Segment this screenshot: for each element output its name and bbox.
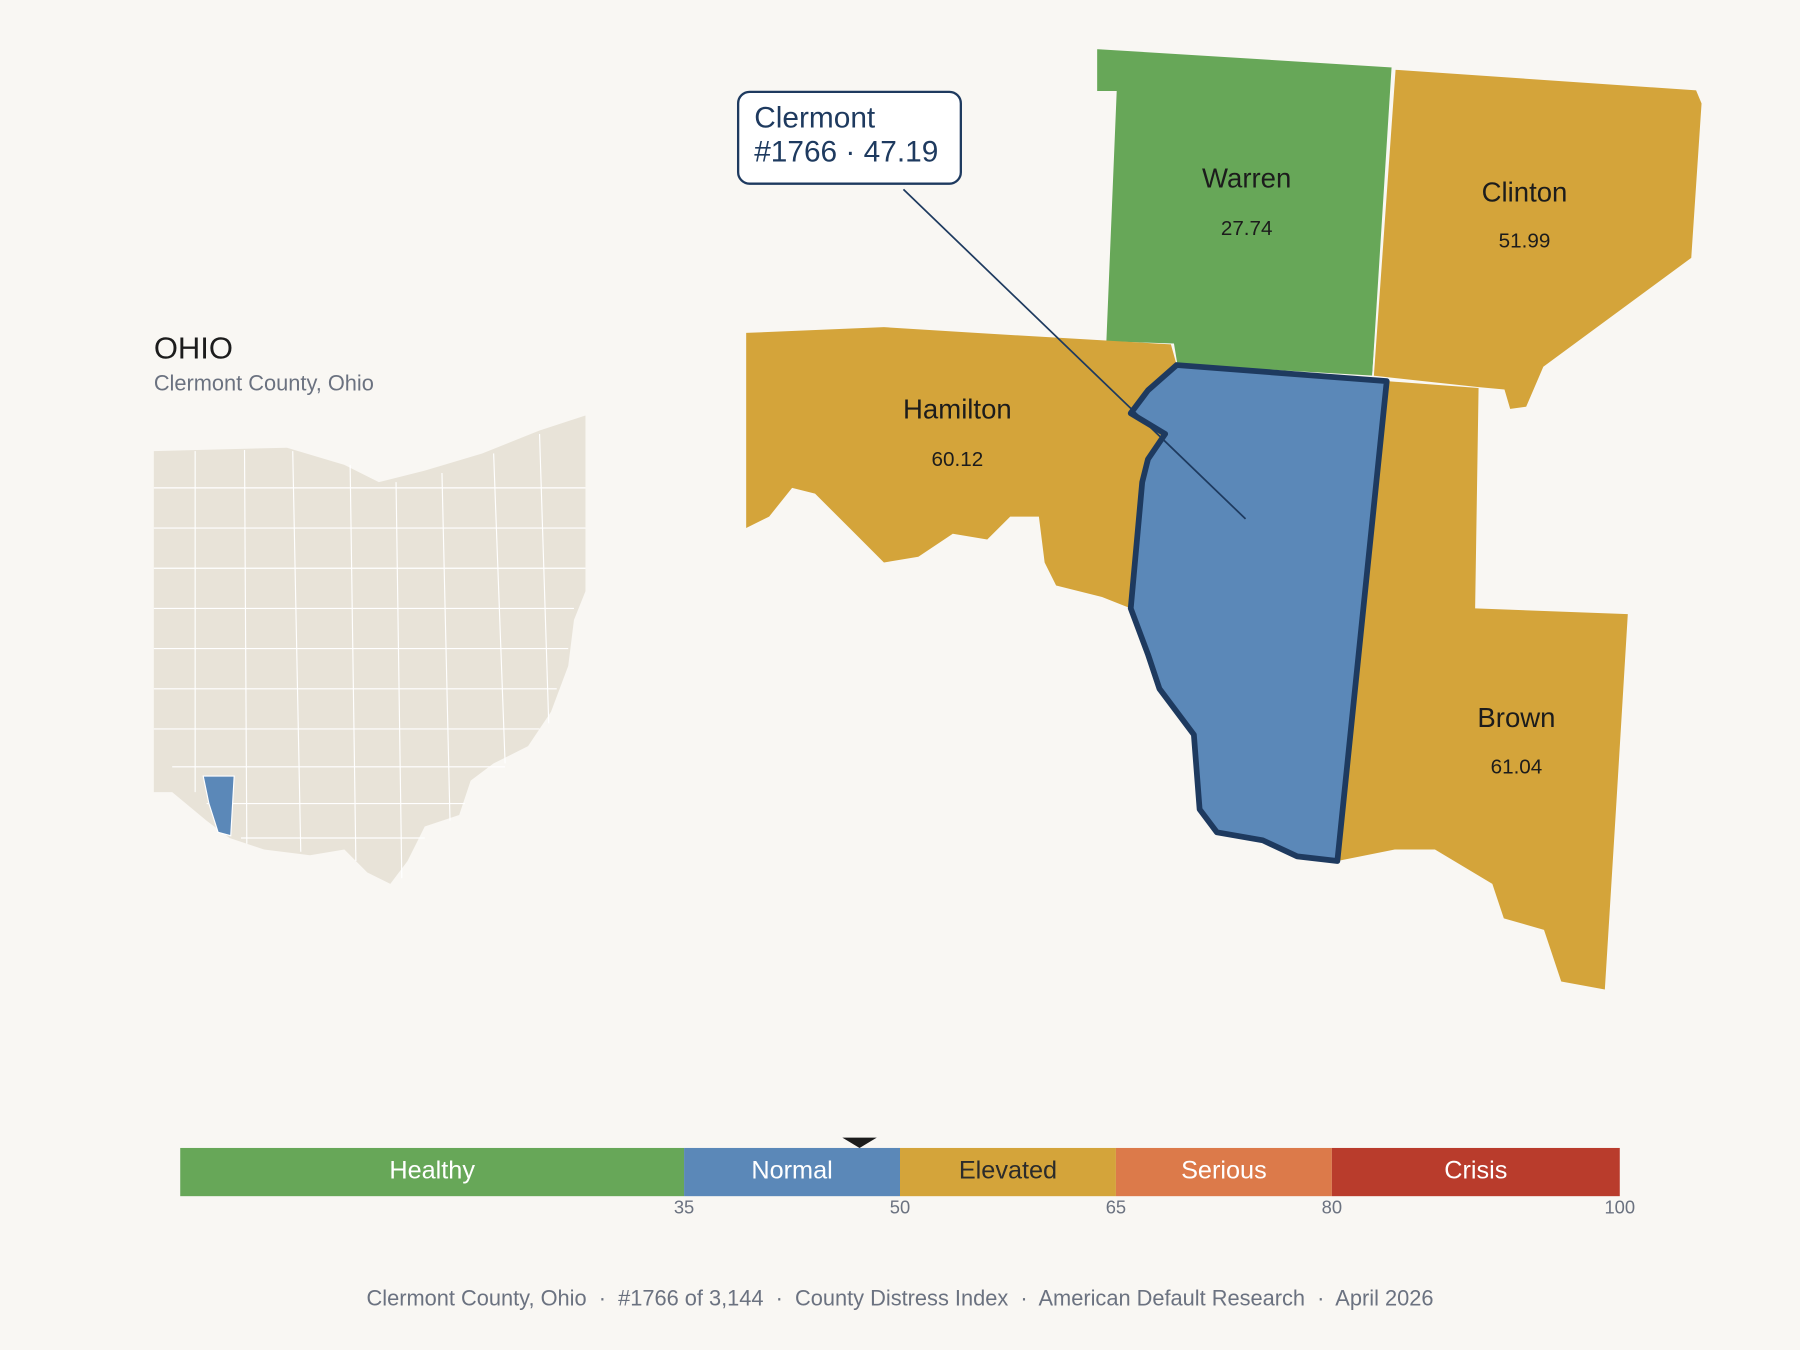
county-clermont-selected[interactable]	[1127, 362, 1390, 864]
legend-band-label: Normal	[751, 1157, 832, 1185]
highlighted-county-mini	[202, 775, 235, 837]
legend-band-label: Serious	[1181, 1157, 1267, 1185]
county-value: 27.74	[1221, 217, 1273, 240]
callout-detail: #1766 · 47.19	[754, 136, 938, 169]
county-value: 51.99	[1499, 230, 1551, 253]
county-borders	[153, 433, 586, 879]
legend-tick-label: 50	[890, 1197, 910, 1218]
legend-band-label: Healthy	[389, 1157, 475, 1185]
legend-tick-label: 80	[1322, 1197, 1342, 1218]
legend-tick-label: 100	[1604, 1197, 1635, 1218]
county-warren[interactable]	[1095, 47, 1394, 378]
legend-band	[684, 1147, 900, 1197]
state-title: OHIO	[154, 330, 233, 365]
callout-leader	[902, 188, 1247, 520]
county-name: Warren	[1202, 163, 1291, 194]
legend-band-label: Crisis	[1444, 1157, 1507, 1185]
legend-band	[1331, 1147, 1620, 1197]
county-value: 60.12	[932, 448, 984, 471]
county-shapes	[746, 47, 1704, 990]
county-value: 61.04	[1491, 755, 1543, 778]
legend-band	[1115, 1147, 1332, 1197]
legend-tick-label: 65	[1106, 1197, 1126, 1218]
county-name: Brown	[1477, 702, 1555, 733]
legend-band-label: Elevated	[959, 1157, 1057, 1185]
legend-band	[900, 1147, 1116, 1197]
state-subtitle: Clermont County, Ohio	[154, 370, 374, 395]
legend-scale: Healthy 35 Normal 50 Elevated 65 Serious 80 Cris…	[180, 1137, 1635, 1218]
callout-name: Clermont	[754, 101, 876, 134]
state-map	[153, 415, 586, 884]
footer: Clermont County, Ohio · #1766 of 3,144 ·…	[367, 1285, 1434, 1310]
legend-band	[180, 1147, 685, 1197]
legend-tick-label: 35	[674, 1197, 694, 1218]
county-clinton[interactable]	[1372, 67, 1704, 411]
callout-box	[736, 90, 962, 185]
county-name: Hamilton	[903, 393, 1012, 424]
legend-pointer	[842, 1137, 877, 1148]
county-brown[interactable]	[1337, 381, 1628, 990]
county-hamilton[interactable]	[746, 327, 1177, 609]
county-name: Clinton	[1482, 176, 1568, 207]
